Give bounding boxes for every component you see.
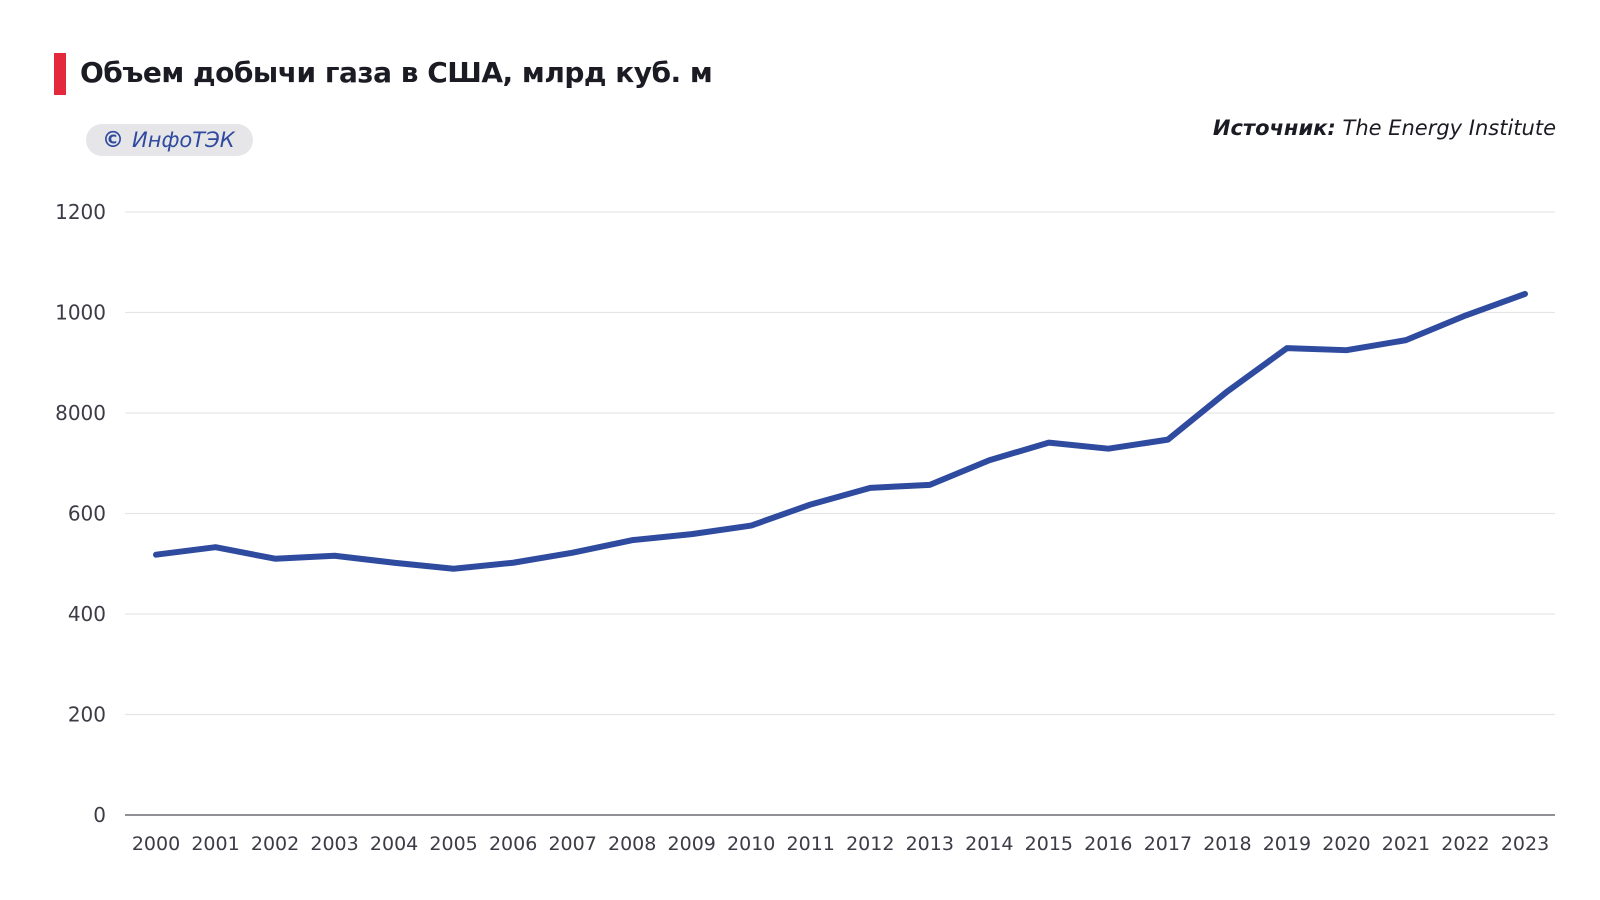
x-tick-label: 2005 (429, 833, 477, 855)
x-tick-label: 2019 (1263, 833, 1311, 855)
source-value: The Energy Institute (1335, 116, 1556, 140)
y-tick-label: 1000 (55, 301, 106, 325)
gridlines (125, 211, 1555, 816)
y-tick-label: 8000 (55, 401, 106, 425)
source-label: Источник: (1212, 116, 1336, 140)
x-tick-label: 2015 (1025, 833, 1073, 855)
copyright-icon: © (102, 127, 124, 153)
y-tick-label: 600 (68, 502, 106, 526)
y-tick-label: 0 (93, 803, 106, 827)
y-tick-label: 400 (68, 602, 106, 626)
x-tick-label: 2003 (310, 833, 358, 855)
x-tick-label: 2004 (370, 833, 418, 855)
x-tick-label: 2020 (1322, 833, 1370, 855)
x-tick-label: 2007 (548, 833, 596, 855)
x-tick-label: 2016 (1084, 833, 1132, 855)
x-tick-label: 2021 (1382, 833, 1430, 855)
x-tick-label: 2006 (489, 833, 537, 855)
x-tick-label: 2023 (1501, 833, 1549, 855)
x-tick-label: 2008 (608, 833, 656, 855)
x-tick-label: 2011 (787, 833, 835, 855)
x-axis-labels: 2000 2001 2002 2003 2004 2005 2006 2007 2008 2009… (132, 833, 1549, 855)
series-line (153, 290, 1528, 572)
x-tick-label: 2018 (1203, 833, 1251, 855)
title-accent-bar (54, 53, 66, 95)
brand-badge: © ИнфоТЭК (86, 124, 253, 156)
x-tick-label: 2002 (251, 833, 299, 855)
x-tick-label: 2009 (668, 833, 716, 855)
x-tick-label: 2014 (965, 833, 1013, 855)
y-axis-labels: 0 200 400 600 8000 1000 1200 (55, 200, 106, 827)
x-tick-label: 2022 (1441, 833, 1489, 855)
source-note: Источник: The Energy Institute (1213, 116, 1556, 140)
brand-name: ИнфоТЭК (132, 128, 235, 152)
x-tick-label: 2000 (132, 833, 180, 855)
x-tick-label: 2001 (191, 833, 239, 855)
x-tick-label: 2013 (906, 833, 954, 855)
x-tick-label: 2017 (1144, 833, 1192, 855)
y-tick-label: 1200 (55, 200, 106, 224)
y-tick-label: 200 (68, 703, 106, 727)
chart-title: Объем добычи газа в США, млрд куб. м (80, 56, 713, 89)
x-tick-label: 2010 (727, 833, 775, 855)
x-tick-label: 2012 (846, 833, 894, 855)
series-layer (153, 290, 1528, 572)
